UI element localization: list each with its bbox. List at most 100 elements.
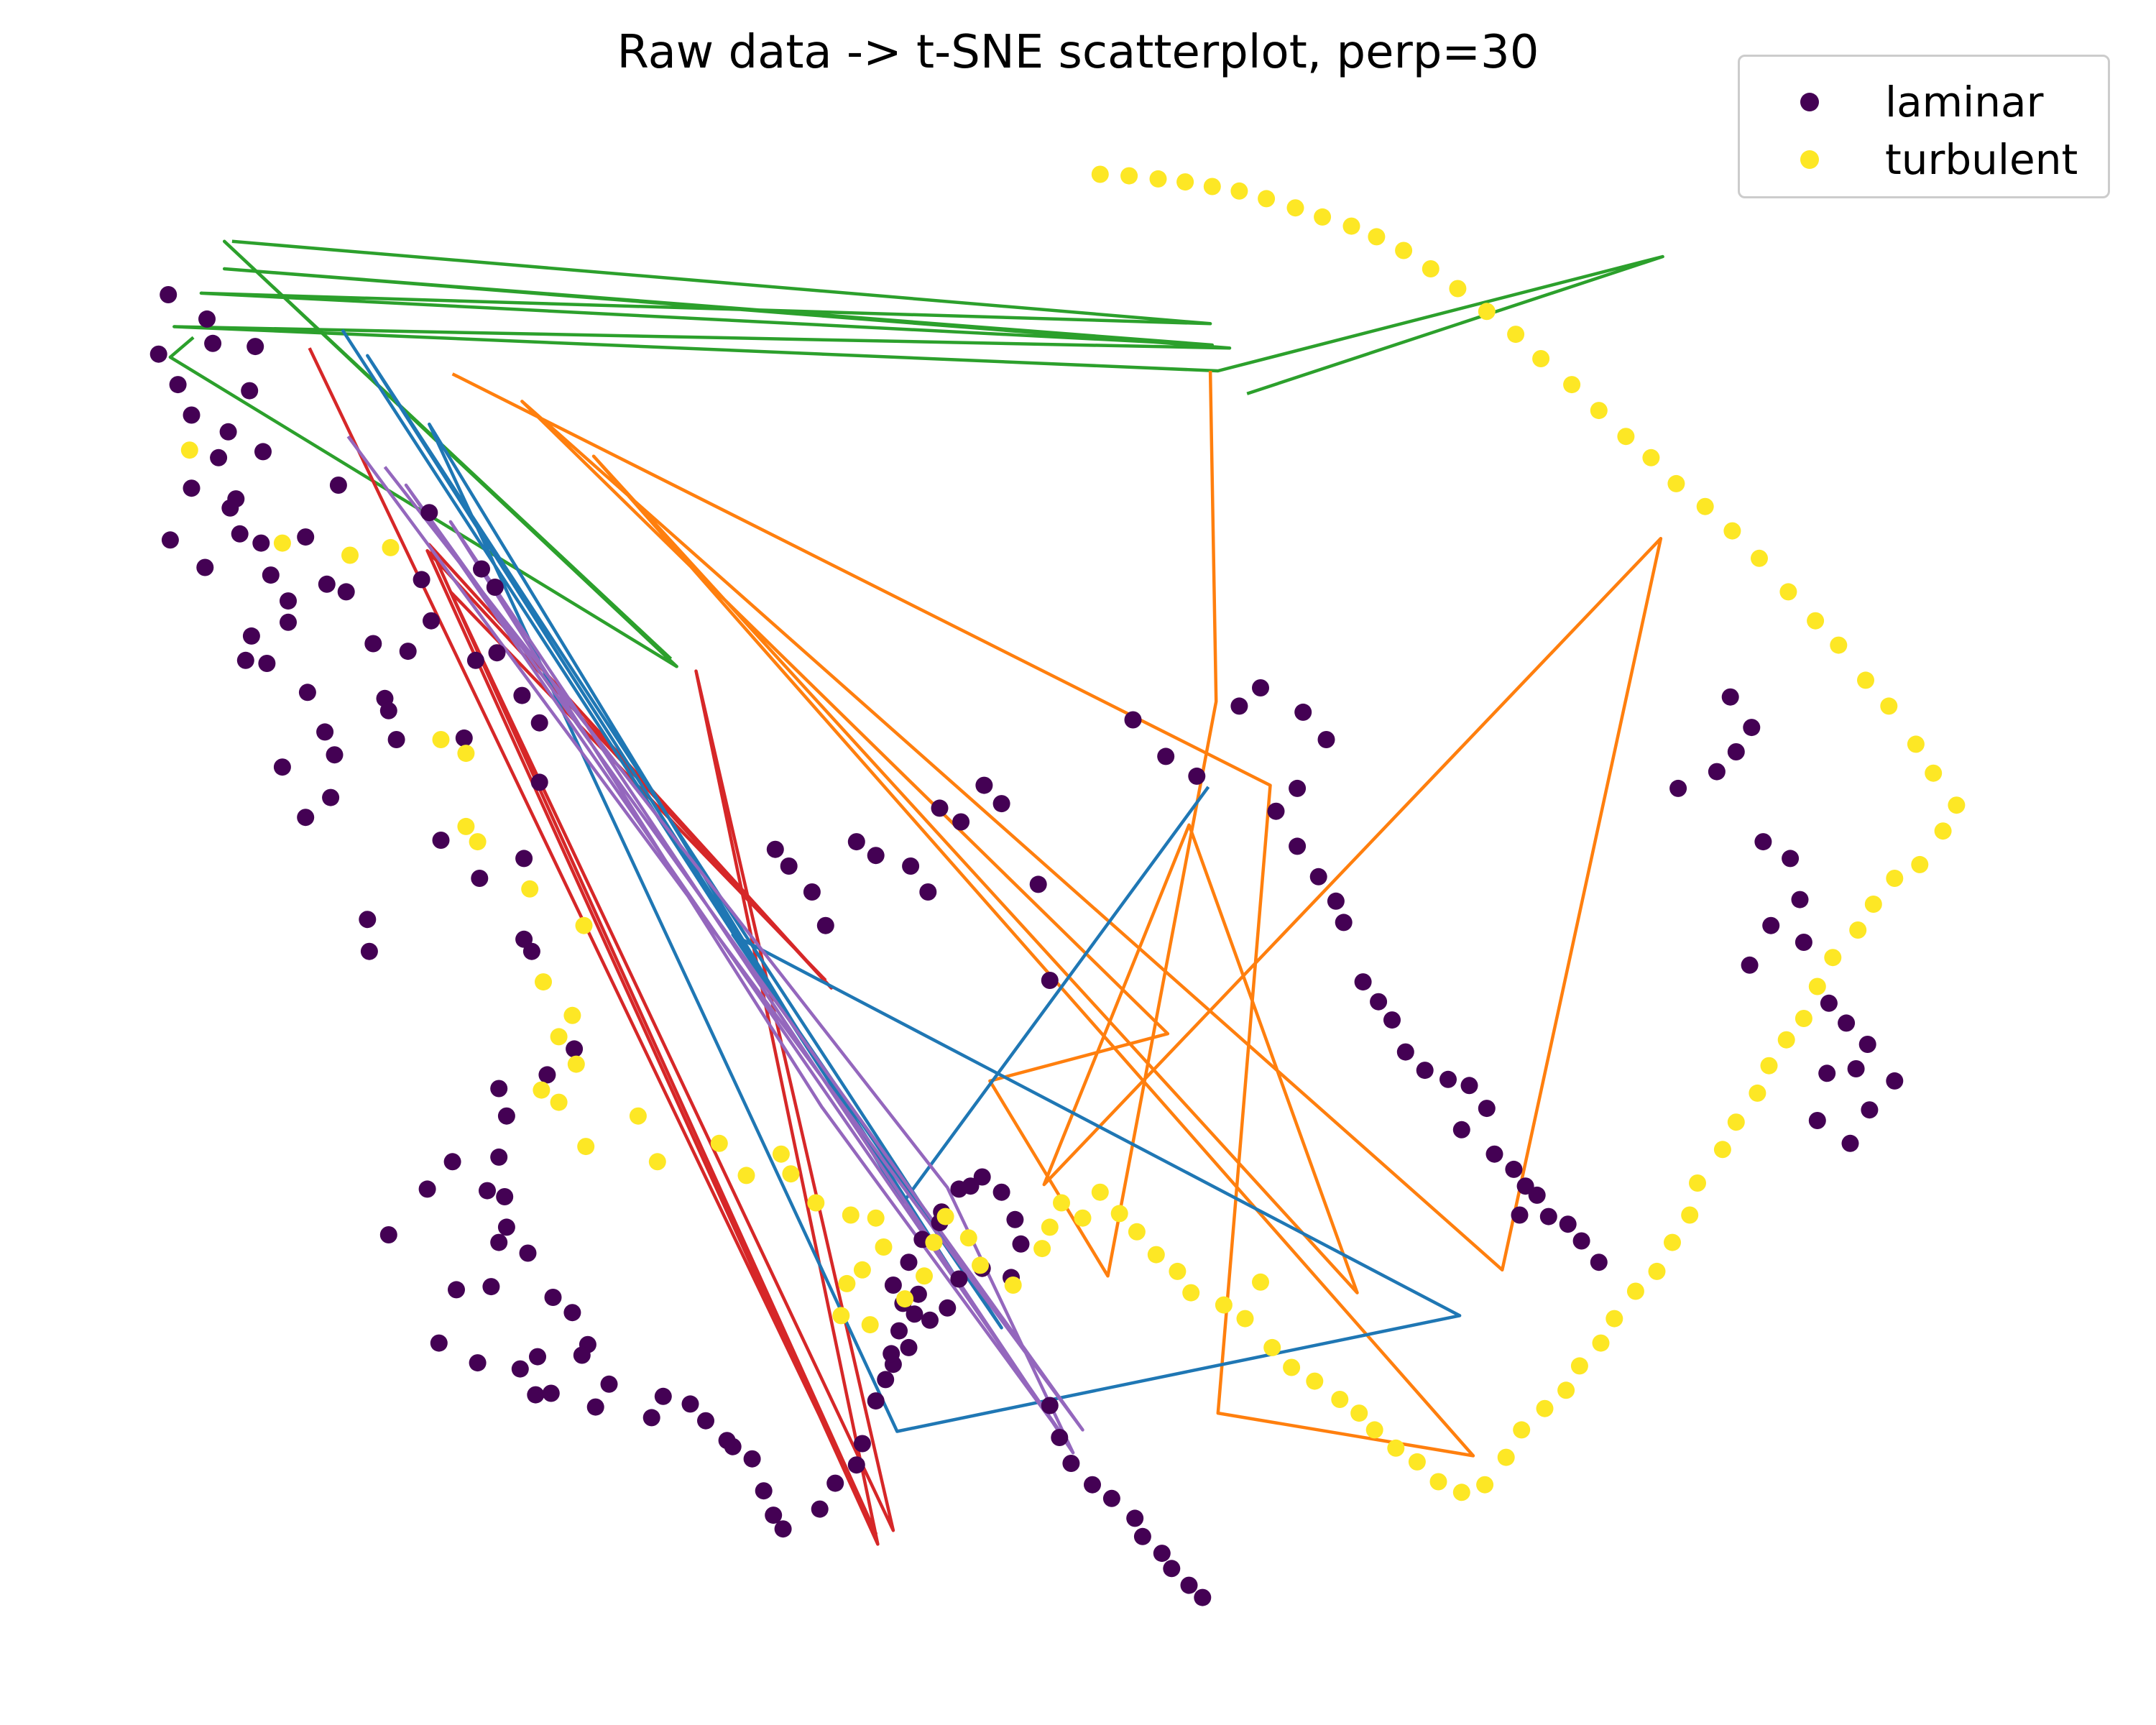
point-laminar — [359, 911, 377, 929]
point-laminar — [529, 1348, 546, 1366]
point-turbulent — [1074, 1209, 1092, 1227]
point-laminar — [992, 795, 1010, 813]
point-turbulent — [1368, 228, 1386, 246]
point-turbulent — [1182, 1284, 1200, 1302]
point-turbulent — [1617, 428, 1635, 446]
point-laminar — [297, 809, 315, 827]
point-turbulent — [1536, 1399, 1554, 1417]
point-laminar — [939, 1299, 957, 1317]
point-laminar — [900, 1338, 918, 1356]
point-turbulent — [1476, 1476, 1494, 1494]
legend-marker-laminar — [1800, 93, 1819, 111]
point-laminar — [423, 612, 440, 630]
point-laminar — [774, 1520, 792, 1538]
point-laminar — [538, 1066, 556, 1084]
point-laminar — [952, 813, 970, 831]
point-laminar — [902, 857, 920, 875]
point-laminar — [316, 723, 334, 741]
point-laminar — [1041, 972, 1059, 989]
scatter-points — [149, 165, 1966, 1606]
point-laminar — [1460, 1077, 1478, 1095]
point-laminar — [1505, 1160, 1523, 1178]
point-laminar — [273, 758, 291, 776]
point-turbulent — [180, 441, 198, 459]
point-turbulent — [1120, 167, 1138, 185]
point-laminar — [921, 1311, 939, 1329]
point-laminar — [1157, 748, 1175, 765]
point-turbulent — [1365, 1421, 1383, 1439]
point-laminar — [254, 443, 272, 461]
point-laminar — [877, 1371, 895, 1389]
point-turbulent — [1880, 697, 1898, 715]
point-laminar — [1294, 703, 1312, 721]
point-turbulent — [1760, 1057, 1778, 1075]
point-turbulent — [1408, 1453, 1426, 1471]
point-turbulent — [1350, 1404, 1368, 1422]
point-turbulent — [521, 880, 539, 898]
point-laminar — [992, 1183, 1010, 1201]
point-laminar — [883, 1345, 900, 1363]
point-laminar — [563, 1304, 581, 1322]
point-turbulent — [1934, 822, 1952, 840]
point-laminar — [379, 1226, 397, 1243]
point-turbulent — [1864, 896, 1882, 913]
point-laminar — [221, 499, 239, 517]
point-laminar — [654, 1387, 672, 1405]
trajectory-lines — [168, 239, 1664, 1546]
point-turbulent — [1314, 208, 1332, 226]
point-turbulent — [1563, 376, 1581, 394]
point-turbulent — [457, 817, 475, 835]
point-turbulent — [1283, 1358, 1301, 1376]
point-laminar — [1267, 802, 1285, 820]
point-laminar — [247, 338, 264, 356]
legend-label-laminar: laminar — [1885, 78, 2044, 126]
point-laminar — [890, 1322, 908, 1340]
point-turbulent — [1387, 1439, 1405, 1457]
point-laminar — [242, 627, 260, 645]
point-laminar — [950, 1270, 968, 1288]
point-turbulent — [1053, 1194, 1070, 1212]
point-turbulent — [1128, 1223, 1146, 1241]
point-turbulent — [1807, 612, 1825, 630]
trajectory-line-2 — [451, 370, 1663, 1458]
point-laminar — [1439, 1070, 1457, 1088]
point-laminar — [258, 655, 276, 672]
point-laminar — [1062, 1455, 1080, 1472]
point-turbulent — [1592, 1334, 1610, 1352]
point-turbulent — [1795, 1010, 1812, 1027]
point-laminar — [322, 788, 340, 806]
point-turbulent — [737, 1167, 755, 1184]
legend-label-turbulent: turbulent — [1885, 135, 2078, 184]
point-turbulent — [1925, 764, 1943, 782]
point-laminar — [1188, 767, 1206, 785]
point-laminar — [399, 643, 417, 661]
point-laminar — [418, 1180, 436, 1198]
point-laminar — [486, 579, 504, 596]
point-turbulent — [1808, 978, 1826, 995]
legend-marker-turbulent — [1800, 150, 1819, 169]
point-turbulent — [567, 1055, 585, 1073]
point-turbulent — [1331, 1391, 1349, 1408]
point-turbulent — [1749, 1084, 1766, 1102]
point-turbulent — [1236, 1310, 1254, 1328]
point-laminar — [169, 376, 187, 394]
point-laminar — [906, 1305, 923, 1323]
point-turbulent — [1557, 1381, 1575, 1399]
point-laminar — [1370, 993, 1388, 1011]
point-laminar — [490, 1233, 508, 1251]
point-laminar — [1029, 875, 1047, 893]
point-laminar — [867, 1392, 885, 1410]
point-turbulent — [1948, 796, 1966, 814]
point-laminar — [867, 847, 885, 865]
point-laminar — [544, 1289, 562, 1306]
point-turbulent — [341, 546, 359, 564]
point-turbulent — [710, 1134, 728, 1152]
trajectory-line-4 — [341, 328, 1462, 1433]
point-laminar — [183, 479, 201, 497]
point-laminar — [149, 345, 167, 363]
point-turbulent — [1149, 170, 1167, 188]
point-turbulent — [1642, 448, 1660, 466]
point-laminar — [743, 1450, 761, 1468]
point-laminar — [542, 1384, 560, 1402]
point-turbulent — [1667, 474, 1685, 492]
